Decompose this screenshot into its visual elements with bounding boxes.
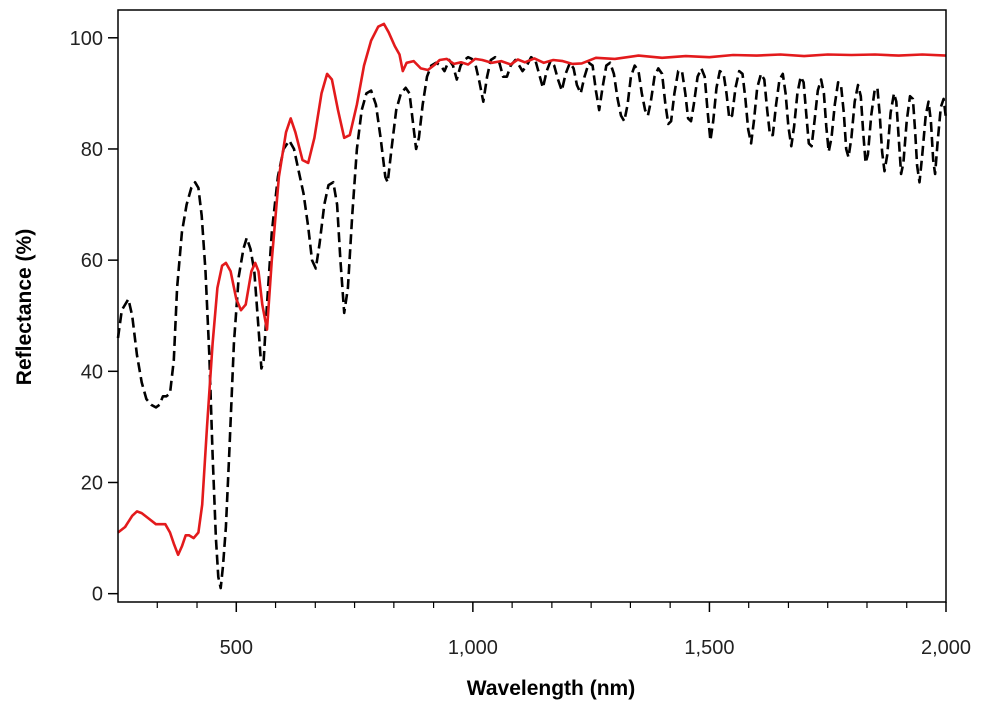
series-layer: [116, 22, 948, 590]
x-tick-label: 1,000: [448, 637, 498, 659]
plot-frame: [117, 9, 947, 603]
y-tick-label: 80: [81, 139, 103, 161]
x-tick-label: 500: [220, 637, 253, 659]
x-tick-label: 1,500: [684, 637, 734, 659]
series-line-solid-red: [117, 22, 947, 557]
x-tick-label: 2,000: [921, 637, 971, 659]
y-tick-label: 40: [81, 361, 103, 383]
y-axis-title: Reflectance (%): [13, 229, 36, 385]
series-line-dashed-black: [116, 55, 948, 590]
y-tick-label: 60: [81, 250, 103, 272]
y-tick-label: 20: [81, 472, 103, 494]
x-axis-title: Wavelength (nm): [467, 677, 635, 700]
y-tick-label: 0: [92, 584, 103, 606]
axis-ticks: 500 1,000 1,500 2,000 0 20 40 60 80 100: [70, 28, 971, 659]
y-tick-label: 100: [70, 28, 103, 50]
